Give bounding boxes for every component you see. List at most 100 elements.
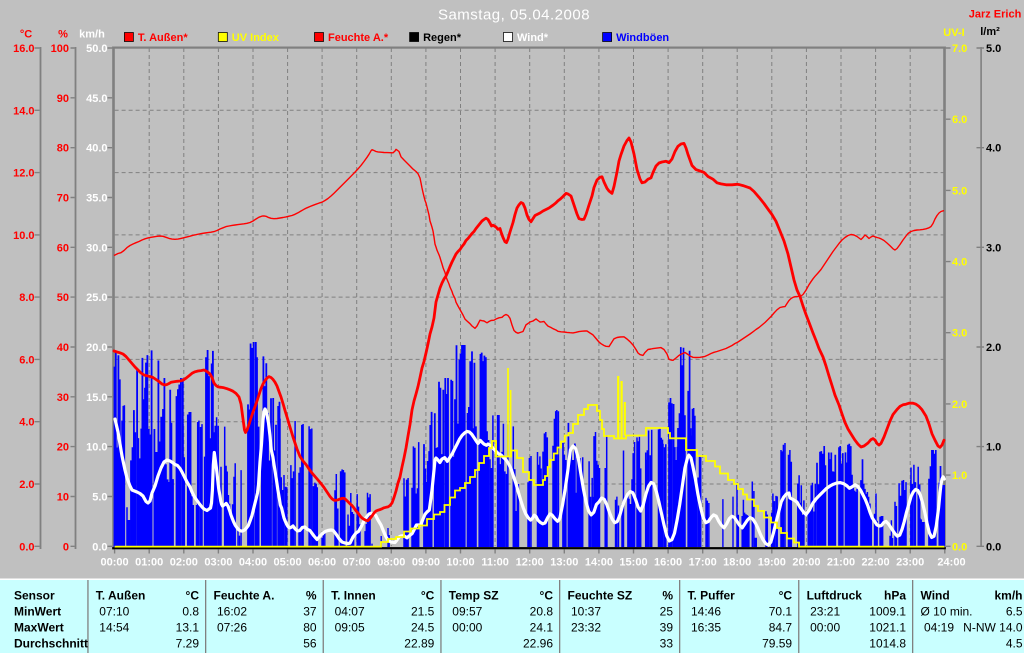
- svg-text:11:00: 11:00: [481, 557, 509, 569]
- svg-text:13.1: 13.1: [176, 621, 200, 635]
- svg-text:40.0: 40.0: [86, 143, 107, 155]
- svg-text:30: 30: [57, 392, 69, 404]
- svg-text:hPa: hPa: [884, 589, 906, 603]
- svg-text:1014.8: 1014.8: [869, 637, 906, 651]
- svg-text:50: 50: [57, 292, 69, 304]
- svg-text:10.0: 10.0: [13, 230, 34, 242]
- svg-text:16.0: 16.0: [13, 43, 34, 55]
- svg-text:4.0: 4.0: [986, 143, 1001, 155]
- svg-text:T. Außen: T. Außen: [96, 589, 146, 603]
- svg-text:3.0: 3.0: [986, 242, 1001, 254]
- svg-text:Samstag, 05.04.2008: Samstag, 05.04.2008: [438, 7, 590, 24]
- svg-text:04:00: 04:00: [239, 557, 267, 569]
- svg-text:80: 80: [57, 143, 69, 155]
- svg-text:T. Außen*: T. Außen*: [138, 32, 188, 44]
- svg-text:70.1: 70.1: [769, 605, 793, 619]
- svg-text:03:00: 03:00: [204, 557, 232, 569]
- svg-text:22.89: 22.89: [404, 637, 434, 651]
- svg-text:04:19: 04:19: [924, 621, 954, 635]
- svg-text:7.0: 7.0: [952, 43, 967, 55]
- svg-text:6.0: 6.0: [19, 354, 34, 366]
- svg-text:17:00: 17:00: [689, 557, 717, 569]
- svg-text:13:00: 13:00: [550, 557, 578, 569]
- svg-text:80: 80: [303, 621, 317, 635]
- svg-text:0.0: 0.0: [986, 541, 1001, 553]
- svg-text:39: 39: [660, 621, 674, 635]
- svg-text:0.0: 0.0: [92, 541, 107, 553]
- svg-text:1021.1: 1021.1: [869, 621, 906, 635]
- svg-text:1.0: 1.0: [952, 470, 967, 482]
- svg-text:0.8: 0.8: [182, 605, 199, 619]
- svg-text:23:21: 23:21: [810, 605, 840, 619]
- svg-text:09:57: 09:57: [452, 605, 482, 619]
- svg-text:16:00: 16:00: [654, 557, 682, 569]
- svg-text:21.5: 21.5: [411, 605, 435, 619]
- svg-text:Ø 10 min.: Ø 10 min.: [921, 605, 973, 619]
- svg-text:05:00: 05:00: [274, 557, 302, 569]
- svg-text:Regen*: Regen*: [423, 32, 462, 44]
- svg-text:20.0: 20.0: [86, 342, 107, 354]
- svg-text:06:00: 06:00: [308, 557, 336, 569]
- svg-text:84.7: 84.7: [769, 621, 793, 635]
- svg-text:25.0: 25.0: [86, 292, 107, 304]
- svg-text:8.0: 8.0: [19, 292, 34, 304]
- svg-text:16:35: 16:35: [691, 621, 721, 635]
- svg-text:04:07: 04:07: [335, 605, 365, 619]
- svg-text:02:00: 02:00: [170, 557, 198, 569]
- svg-text:5.0: 5.0: [986, 43, 1001, 55]
- svg-text:90: 90: [57, 93, 69, 105]
- svg-text:14.0: 14.0: [13, 105, 34, 117]
- svg-text:°C: °C: [779, 589, 793, 603]
- svg-text:0.0: 0.0: [19, 541, 34, 553]
- svg-text:Durchschnitt: Durchschnitt: [14, 637, 88, 651]
- svg-text:20.8: 20.8: [530, 605, 554, 619]
- svg-text:10: 10: [57, 492, 69, 504]
- svg-text:70: 70: [57, 193, 69, 205]
- svg-text:T. Innen: T. Innen: [331, 589, 376, 603]
- svg-text:23:00: 23:00: [896, 557, 924, 569]
- svg-text:Luftdruck: Luftdruck: [807, 589, 863, 603]
- svg-text:6.5: 6.5: [1006, 605, 1023, 619]
- svg-text:35.0: 35.0: [86, 193, 107, 205]
- svg-text:UV Index: UV Index: [232, 32, 280, 44]
- svg-text:5.0: 5.0: [952, 185, 967, 197]
- svg-text:°C: °C: [540, 589, 554, 603]
- svg-text:Feuchte A.*: Feuchte A.*: [328, 32, 389, 44]
- svg-text:14:46: 14:46: [691, 605, 721, 619]
- svg-text:07:26: 07:26: [217, 621, 247, 635]
- svg-text:16:02: 16:02: [217, 605, 247, 619]
- svg-text:30.0: 30.0: [86, 242, 107, 254]
- svg-text:5.0: 5.0: [92, 492, 107, 504]
- svg-text:%: %: [58, 29, 68, 41]
- svg-text:4.0: 4.0: [952, 257, 967, 269]
- svg-text:°C: °C: [186, 589, 200, 603]
- svg-text:21:00: 21:00: [827, 557, 855, 569]
- svg-text:1.0: 1.0: [986, 442, 1001, 454]
- svg-text:50.0: 50.0: [86, 43, 107, 55]
- svg-text:25: 25: [660, 605, 674, 619]
- svg-text:7.29: 7.29: [176, 637, 200, 651]
- svg-text:23:32: 23:32: [571, 621, 601, 635]
- svg-text:24:00: 24:00: [937, 557, 965, 569]
- svg-text:09:00: 09:00: [412, 557, 440, 569]
- svg-text:MinWert: MinWert: [14, 605, 61, 619]
- svg-text:01:00: 01:00: [135, 557, 163, 569]
- svg-text:15:00: 15:00: [619, 557, 647, 569]
- svg-text:Feuchte SZ: Feuchte SZ: [568, 589, 633, 603]
- svg-text:UV-I: UV-I: [943, 27, 964, 39]
- svg-text:08:00: 08:00: [377, 557, 405, 569]
- svg-text:°C: °C: [421, 589, 435, 603]
- svg-text:0: 0: [63, 541, 69, 553]
- svg-text:6.0: 6.0: [952, 114, 967, 126]
- svg-text:37: 37: [303, 605, 317, 619]
- svg-text:45.0: 45.0: [86, 93, 107, 105]
- svg-text:1009.1: 1009.1: [869, 605, 906, 619]
- svg-text:0.0: 0.0: [952, 541, 967, 553]
- svg-text:60: 60: [57, 242, 69, 254]
- svg-text:07:00: 07:00: [343, 557, 371, 569]
- svg-text:09:05: 09:05: [335, 621, 365, 635]
- svg-text:3.0: 3.0: [952, 328, 967, 340]
- svg-text:19:00: 19:00: [758, 557, 786, 569]
- svg-text:Wind: Wind: [921, 589, 950, 603]
- svg-text:40: 40: [57, 342, 69, 354]
